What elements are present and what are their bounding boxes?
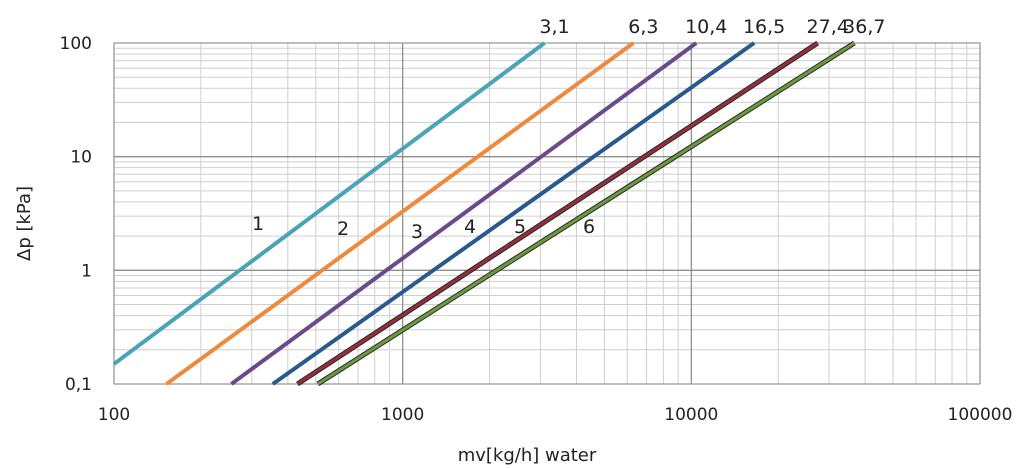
y-tick-label: 1 [81, 261, 92, 281]
major-gridlines [113, 42, 981, 385]
y-tick-labels: 0,1 1 10 100 [60, 34, 92, 395]
series-number-5: 5 [514, 216, 526, 238]
y-tick-label: 0,1 [65, 375, 92, 395]
minor-gridlines [114, 43, 980, 384]
series-end-label-5: 27,4 [807, 16, 849, 38]
x-tick-labels: 100 1000 10000 100000 [98, 405, 1013, 425]
series-end-label-1: 3,1 [539, 16, 569, 38]
series-number-labels: 1 2 3 4 5 6 [252, 213, 595, 243]
series-number-6: 6 [583, 216, 595, 238]
series-layer [112, 40, 856, 387]
y-axis-label: Δp [kPa] [14, 186, 35, 261]
series-number-1: 1 [252, 213, 264, 235]
series-end-labels: 3,1 6,3 10,4 16,5 27,436,7 [539, 16, 885, 38]
series-number-2: 2 [337, 218, 349, 240]
series-number-3: 3 [411, 221, 423, 243]
series-line-5 [296, 41, 819, 386]
x-tick-label: 1000 [381, 405, 424, 425]
y-tick-label: 100 [60, 34, 92, 54]
x-axis-label: mv[kg/h] water [458, 445, 597, 466]
series-line-6 [316, 41, 856, 386]
plot-frame [113, 42, 981, 385]
series-line-2 [165, 41, 635, 386]
series-number-4: 4 [464, 216, 476, 238]
y-tick-label: 10 [70, 148, 92, 168]
x-tick-label: 10000 [664, 405, 718, 425]
x-tick-label: 100000 [948, 405, 1013, 425]
series-end-label-4: 16,5 [743, 16, 785, 38]
series-end-label-6: 36,7 [843, 16, 885, 38]
series-line-4 [271, 41, 756, 386]
x-tick-label: 100 [98, 405, 130, 425]
series-end-label-2: 6,3 [628, 16, 658, 38]
series-end-label-3: 10,4 [685, 16, 727, 38]
series-line-1 [112, 41, 546, 366]
series-line-3 [230, 41, 698, 386]
